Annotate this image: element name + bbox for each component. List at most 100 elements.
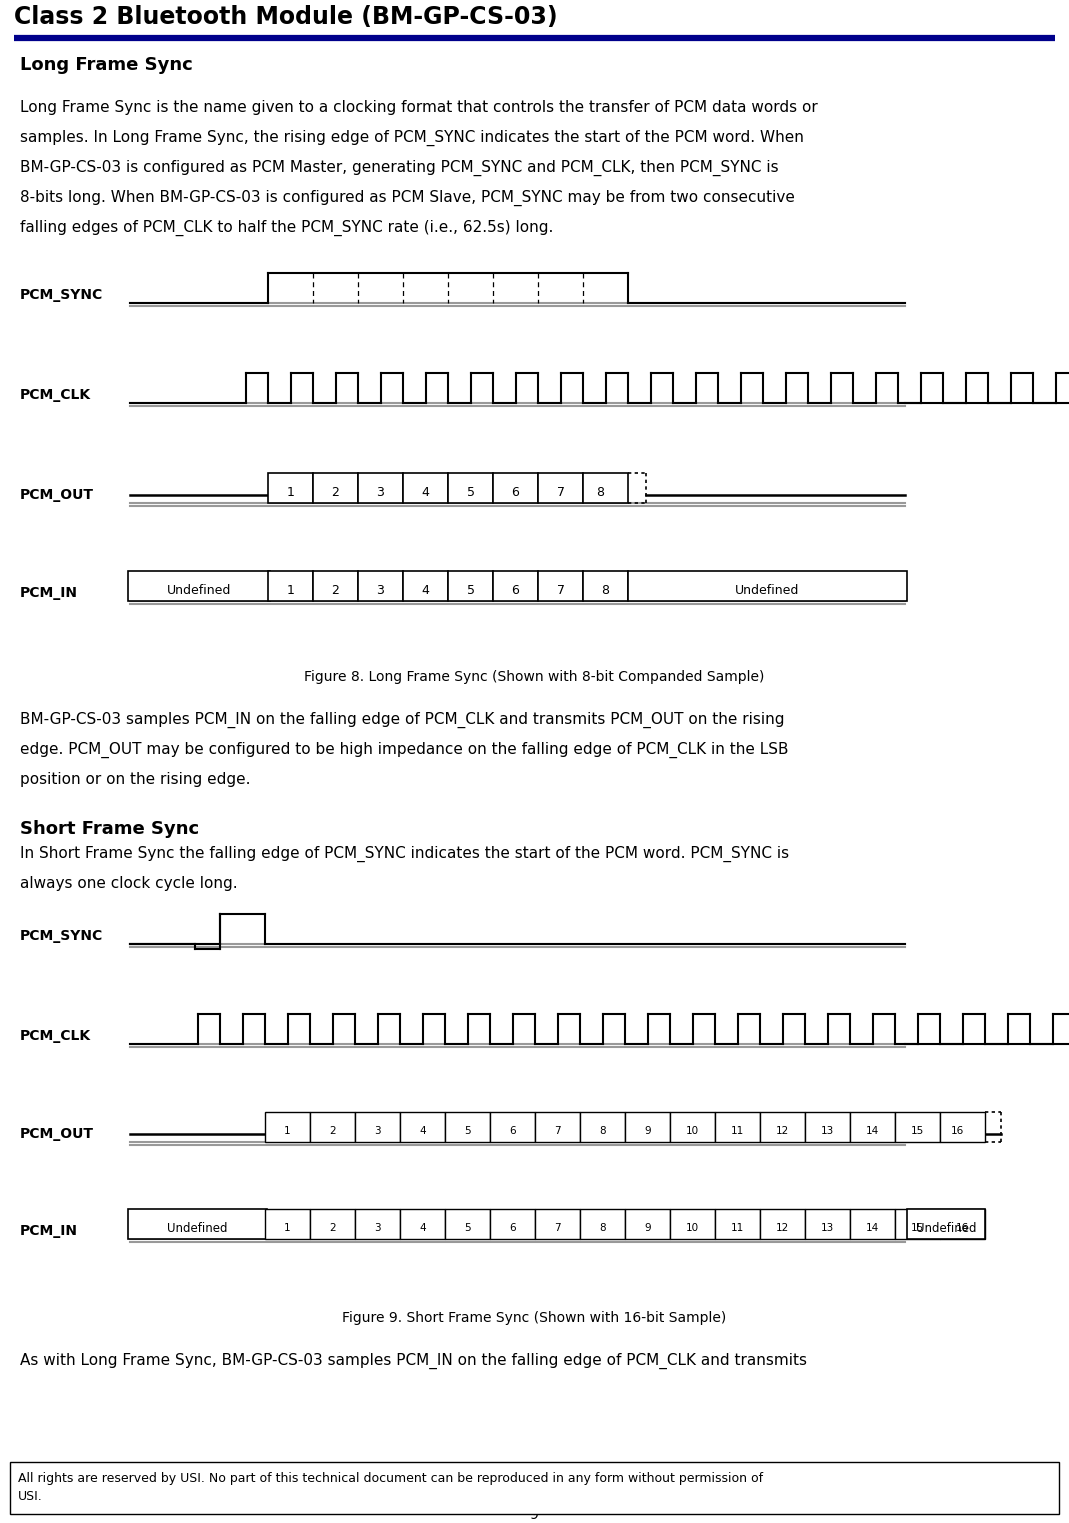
Bar [358, 571, 403, 602]
Bar [670, 1209, 715, 1240]
Text: 4: 4 [419, 1223, 425, 1234]
Text: 11: 11 [731, 1125, 744, 1136]
Text: 2: 2 [331, 583, 340, 597]
Text: 10: 10 [686, 1125, 699, 1136]
Bar [268, 571, 313, 602]
Text: 1: 1 [284, 1125, 291, 1136]
Text: 2: 2 [329, 1223, 336, 1234]
Bar [625, 1209, 670, 1240]
Bar [265, 1209, 310, 1240]
Text: 16: 16 [950, 1125, 964, 1136]
Text: samples. In Long Frame Sync, the rising edge of PCM_SYNC indicates the start of : samples. In Long Frame Sync, the rising … [20, 129, 804, 146]
Text: Class 2 Bluetooth Module (BM-GP-CS-03): Class 2 Bluetooth Module (BM-GP-CS-03) [14, 5, 558, 29]
Text: 8: 8 [602, 583, 609, 597]
Text: falling edges of PCM_CLK to half the PCM_SYNC rate (i.e., 62.5s) long.: falling edges of PCM_CLK to half the PCM… [20, 219, 554, 236]
Bar [907, 1209, 985, 1240]
Text: Figure 9. Short Frame Sync (Shown with 16-bit Sample): Figure 9. Short Frame Sync (Shown with 1… [342, 1311, 726, 1325]
Text: 3: 3 [376, 486, 385, 498]
Text: PCM_OUT: PCM_OUT [20, 487, 94, 503]
Text: PCM_IN: PCM_IN [20, 586, 78, 600]
Text: Undefined: Undefined [916, 1221, 976, 1235]
Text: 13: 13 [821, 1223, 834, 1234]
Bar [490, 1209, 534, 1240]
Bar [310, 1209, 355, 1240]
Text: 8: 8 [600, 1223, 606, 1234]
Bar [538, 474, 583, 503]
Text: PCM_CLK: PCM_CLK [20, 388, 91, 402]
Text: 8-bits long. When BM-GP-CS-03 is configured as PCM Slave, PCM_SYNC may be from t: 8-bits long. When BM-GP-CS-03 is configu… [20, 190, 795, 206]
Bar [895, 1112, 940, 1142]
Text: 3: 3 [376, 583, 385, 597]
Text: 14: 14 [866, 1223, 879, 1234]
Bar [583, 571, 628, 602]
Text: Short Frame Sync: Short Frame Sync [20, 819, 199, 838]
Bar [583, 474, 628, 503]
Text: 7: 7 [554, 1223, 561, 1234]
Bar [850, 1209, 895, 1240]
Text: 1: 1 [284, 1223, 291, 1234]
Text: 5: 5 [466, 583, 475, 597]
Text: 9: 9 [645, 1223, 651, 1234]
Text: 15: 15 [911, 1125, 924, 1136]
Text: 11: 11 [731, 1223, 744, 1234]
Text: 3: 3 [374, 1125, 381, 1136]
Text: Long Frame Sync is the name given to a clocking format that controls the transfe: Long Frame Sync is the name given to a c… [20, 101, 818, 116]
Text: 16: 16 [956, 1223, 970, 1234]
Text: Long Frame Sync: Long Frame Sync [20, 56, 192, 75]
Bar [625, 1112, 670, 1142]
Bar [445, 1209, 490, 1240]
Text: Undefined: Undefined [167, 1221, 228, 1235]
Bar [538, 571, 583, 602]
Text: 5: 5 [464, 1223, 470, 1234]
Text: 14: 14 [866, 1125, 879, 1136]
Bar [940, 1209, 985, 1240]
Bar [10, 1462, 1059, 1514]
Text: 4: 4 [421, 486, 430, 498]
Bar [895, 1209, 940, 1240]
Text: 5: 5 [466, 486, 475, 498]
Bar [448, 474, 493, 503]
Bar [313, 474, 358, 503]
Bar [448, 571, 493, 602]
Text: 4: 4 [421, 583, 430, 597]
Bar [358, 474, 403, 503]
Text: PCM_OUT: PCM_OUT [20, 1127, 94, 1141]
Bar [400, 1112, 445, 1142]
Bar [760, 1112, 805, 1142]
Bar [715, 1209, 760, 1240]
Text: 8: 8 [600, 1125, 606, 1136]
Bar [715, 1112, 760, 1142]
Bar [400, 1209, 445, 1240]
Text: 12: 12 [776, 1125, 789, 1136]
Text: 6: 6 [509, 1125, 516, 1136]
Bar [128, 571, 270, 602]
Text: As with Long Frame Sync, BM-GP-CS-03 samples PCM_IN on the falling edge of PCM_C: As with Long Frame Sync, BM-GP-CS-03 sam… [20, 1352, 807, 1369]
Bar [445, 1112, 490, 1142]
Text: Undefined: Undefined [735, 583, 800, 597]
Bar [628, 571, 907, 602]
Text: 9: 9 [529, 1508, 539, 1521]
Bar [403, 571, 448, 602]
Text: 2: 2 [329, 1125, 336, 1136]
Text: 7: 7 [557, 583, 564, 597]
Bar [493, 474, 538, 503]
Text: 10: 10 [686, 1223, 699, 1234]
Bar [805, 1209, 850, 1240]
Bar [940, 1112, 985, 1142]
Bar [670, 1112, 715, 1142]
Text: PCM_CLK: PCM_CLK [20, 1030, 91, 1043]
Bar [355, 1112, 400, 1142]
Bar [534, 1209, 580, 1240]
Bar [313, 571, 358, 602]
Bar [265, 1112, 310, 1142]
Bar [490, 1112, 534, 1142]
Text: All rights are reserved by USI. No part of this technical document can be reprod: All rights are reserved by USI. No part … [18, 1473, 763, 1485]
Text: 15: 15 [911, 1223, 924, 1234]
Text: BM-GP-CS-03 is configured as PCM Master, generating PCM_SYNC and PCM_CLK, then P: BM-GP-CS-03 is configured as PCM Master,… [20, 160, 778, 177]
Text: 13: 13 [821, 1125, 834, 1136]
Text: BM-GP-CS-03 samples PCM_IN on the falling edge of PCM_CLK and transmits PCM_OUT : BM-GP-CS-03 samples PCM_IN on the fallin… [20, 711, 785, 728]
Bar [850, 1112, 895, 1142]
Text: 6: 6 [512, 583, 520, 597]
Text: 5: 5 [464, 1125, 470, 1136]
Bar [580, 1209, 625, 1240]
